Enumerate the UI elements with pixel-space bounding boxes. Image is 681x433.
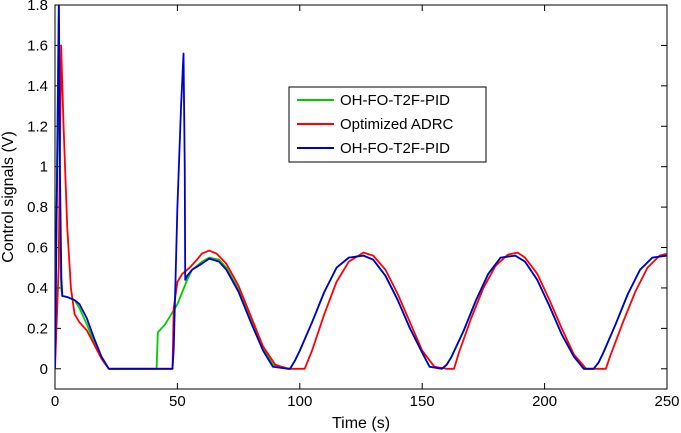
legend: OH-FO-T2F-PID Optimized ADRC OH-FO-T2F-P… [288,86,487,163]
x-tick-label: 50 [169,393,186,410]
x-tick-label: 100 [287,393,312,410]
x-tick-label: 200 [532,393,557,410]
plot-area [54,4,668,390]
y-tick-label: 1.4 [27,78,48,95]
y-tick-label: 0 [40,361,48,378]
y-tick-label: 0.6 [27,240,48,257]
y-tick-label: 0.8 [27,199,48,216]
series-line-blue [55,5,667,370]
legend-label-red: Optimized ADRC [340,116,454,133]
y-tick-label: 1.8 [27,0,48,14]
x-tick-label: 150 [410,393,435,410]
x-tick-label: 250 [654,393,679,410]
series-lines [55,5,667,370]
y-tick-label: 1 [40,159,48,176]
y-tick-label: 0.4 [27,280,48,297]
legend-label-green: OH-FO-T2F-PID [340,92,450,109]
axis-ticks: 0 50 100 150 200 250 0 0.2 0.4 0.6 0.8 1 1.2 1.4 1.6 1.… [27,0,679,410]
legend-label-blue: OH-FO-T2F-PID [340,140,450,157]
x-axis-label: Time (s) [332,415,390,432]
x-tick-label: 0 [51,393,59,410]
y-tick-label: 1.6 [27,37,48,54]
y-axis-label: Control signals (V) [0,131,17,263]
y-tick-label: 1.2 [27,118,48,135]
y-tick-label: 0.2 [27,320,48,337]
